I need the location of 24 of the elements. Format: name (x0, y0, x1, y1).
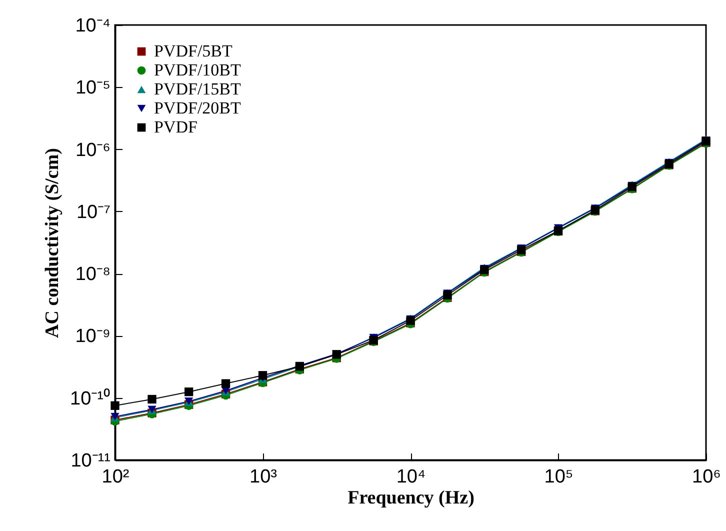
x-axis-title: Frequency (Hz) (348, 488, 474, 508)
x-tick-label: 10⁶ (692, 466, 721, 488)
x-tick-label: 10⁴ (396, 466, 426, 488)
x-tick-label: 10³ (250, 466, 277, 488)
legend-label: PVDF/10BT (154, 60, 242, 80)
y-tick-label: 10⁻¹⁰ (70, 387, 110, 410)
x-tick-label: 10⁵ (544, 466, 574, 488)
y-tick-label: 10⁻⁹ (75, 326, 110, 348)
point (184, 388, 194, 396)
legend-label: PVDF/20BT (154, 98, 242, 118)
legend-label: PVDF/15BT (154, 80, 242, 98)
y-tick-label: 10⁻⁸ (75, 264, 110, 286)
point (258, 371, 268, 380)
x-tick-label: 10² (102, 466, 130, 488)
point (110, 401, 120, 410)
y-tick-label: 10⁻⁴ (75, 16, 110, 36)
legend-label: PVDF (154, 118, 198, 136)
point (148, 394, 156, 404)
y-tick-label: 10⁻⁵ (75, 78, 110, 99)
point (221, 379, 230, 388)
y-tick-label: 10⁻⁷ (76, 202, 111, 223)
y-axis-title: AC conductivity (S/cm) (42, 148, 64, 338)
legend-label: PVDF/5BT (154, 42, 234, 60)
y-tick-label: 10⁻⁶ (76, 140, 110, 161)
